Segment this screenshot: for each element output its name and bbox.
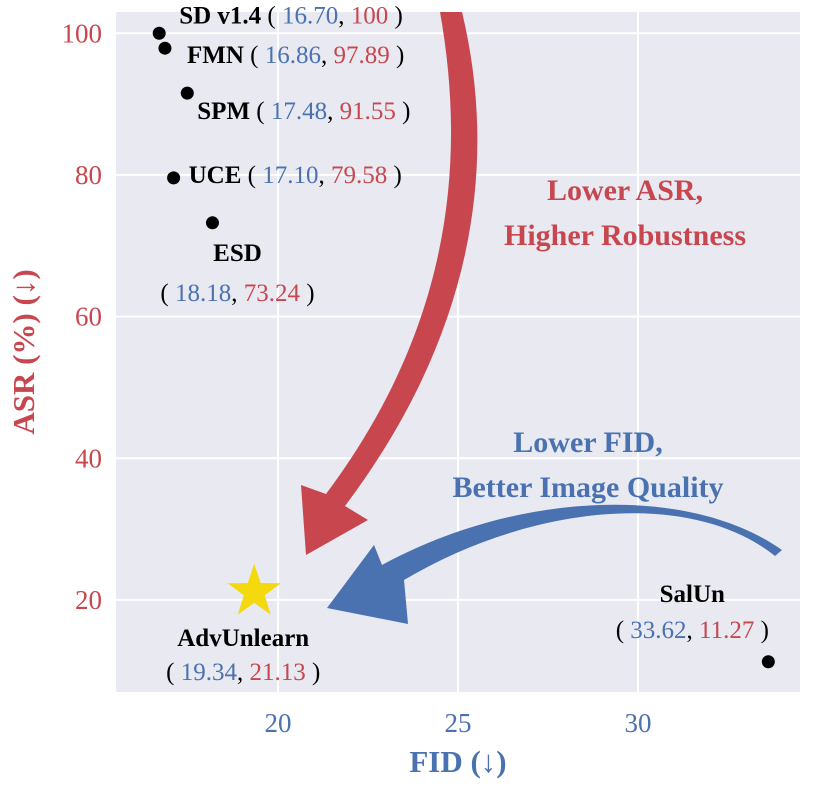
x-tick-label: 20 [265, 708, 292, 738]
paren: ( [250, 42, 265, 69]
point-name: SD v1.4 [179, 2, 267, 29]
comma: , [687, 617, 700, 644]
annotation-fid-line1: Lower FID, [513, 426, 662, 459]
paren: ) [390, 42, 405, 69]
arrow-lower-fid [327, 504, 782, 624]
x-tick-label: 25 [445, 708, 472, 738]
y-tick-label: 60 [75, 302, 102, 332]
point-sd-v1-4 [152, 26, 166, 40]
x-axis-ticks: 20 25 30 [265, 708, 652, 738]
point-name-salun: SalUn [660, 581, 725, 608]
point-label-fmn: FMN ( 16.86, 97.89 ) [187, 42, 404, 69]
point-label-sd-v1-4: SD v1.4 ( 16.70, 100 ) [179, 2, 403, 29]
comma: , [327, 98, 340, 125]
annotation-asr-line2: Higher Robustness [504, 219, 746, 252]
asr-value: 97.89 [333, 42, 389, 69]
asr-value: 11.27 [699, 617, 754, 644]
paren: ) [754, 617, 769, 644]
fid-value: 16.86 [265, 42, 321, 69]
paren: ) [388, 2, 403, 29]
paren: ( [160, 280, 175, 307]
arrow-lower-asr [301, 12, 478, 555]
fid-value: 18.18 [175, 280, 231, 307]
point-values-advunlearn: ( 19.34, 21.13 ) [166, 659, 320, 686]
fid-value: 19.34 [181, 659, 238, 686]
y-axis-label: ASR (%) (↓) [6, 269, 41, 434]
point-name-esd: ESD [213, 240, 262, 267]
asr-value: 79.58 [331, 162, 387, 189]
asr-value: 73.24 [244, 280, 301, 307]
y-axis-ticks: 20 40 60 80 100 [62, 18, 103, 615]
comma: , [318, 162, 331, 189]
point-name-advunlearn: AdvUnlearn [177, 625, 309, 652]
comma: , [321, 42, 334, 69]
paren: ( [248, 162, 263, 189]
asr-value: 21.13 [249, 659, 305, 686]
point-values-esd: ( 18.18, 73.24 ) [160, 280, 314, 307]
annotation-asr-line1: Lower ASR, [547, 174, 703, 207]
point-esd [205, 216, 219, 230]
y-tick-label: 80 [75, 160, 102, 190]
point-label-spm: SPM ( 17.48, 91.55 ) [197, 98, 410, 125]
point-uce [167, 171, 181, 185]
point-salun [761, 655, 775, 669]
x-tick-label: 30 [625, 708, 652, 738]
point-name: SPM [197, 98, 256, 125]
paren: ) [396, 98, 411, 125]
y-tick-label: 100 [62, 18, 103, 48]
point-fmn [158, 41, 172, 55]
paren: ( [256, 98, 271, 125]
annotation-fid-line2: Better Image Quality [452, 471, 723, 504]
point-advunlearn-star [227, 563, 281, 615]
point-name: FMN [187, 42, 250, 69]
y-tick-label: 20 [75, 585, 102, 615]
asr-value: 91.55 [340, 98, 396, 125]
fid-value: 17.48 [271, 98, 327, 125]
comma: , [231, 280, 244, 307]
comma: , [338, 2, 351, 29]
fid-value: 17.10 [262, 162, 318, 189]
x-axis-label: FID (↓) [409, 744, 506, 779]
paren: ( [267, 2, 282, 29]
paren: ) [300, 280, 315, 307]
asr-value: 100 [351, 2, 389, 29]
comma: , [237, 659, 250, 686]
paren: ) [387, 162, 402, 189]
data-points: SD v1.4 ( 16.70, 100 )FMN ( 16.86, 97.89… [152, 2, 775, 686]
paren: ( [616, 617, 631, 644]
paren: ) [306, 659, 321, 686]
paren: ( [166, 659, 181, 686]
point-name: UCE [189, 162, 248, 189]
fid-value: 16.70 [282, 2, 338, 29]
y-tick-label: 40 [75, 443, 102, 473]
fid-value: 33.62 [630, 617, 686, 644]
point-spm [180, 86, 194, 100]
point-label-uce: UCE ( 17.10, 79.58 ) [189, 162, 402, 189]
point-values-salun: ( 33.62, 11.27 ) [616, 617, 769, 644]
